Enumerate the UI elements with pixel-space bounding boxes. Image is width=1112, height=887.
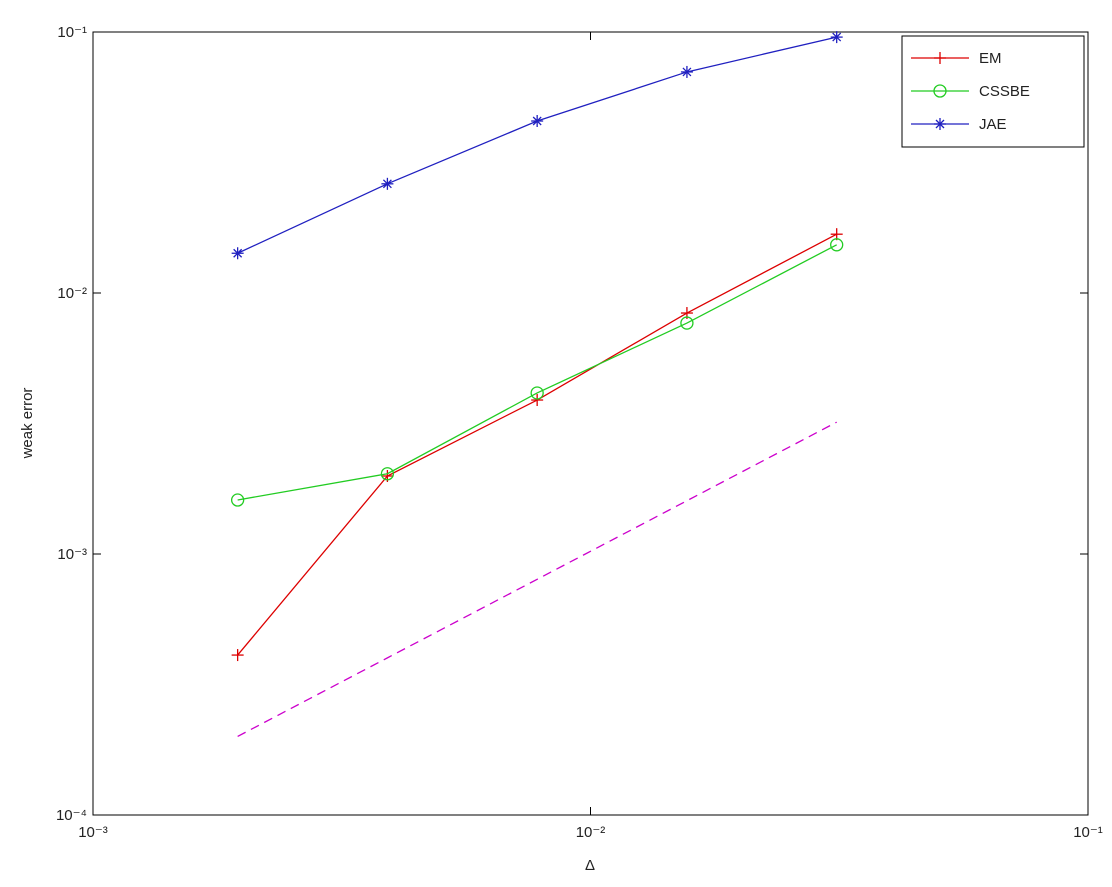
- chart: Δ weak error 10⁻³10⁻²10⁻¹10⁻⁴10⁻³10⁻²10⁻…: [0, 0, 1112, 882]
- x-tick-label: 10⁻³: [78, 824, 108, 841]
- x-axis-label: Δ: [585, 857, 595, 874]
- series-line: [238, 37, 837, 253]
- marker: [381, 178, 393, 190]
- x-tick-label: 10⁻¹: [1073, 824, 1103, 841]
- series-line: [238, 422, 837, 736]
- series-line: [238, 245, 837, 500]
- page: {"chart_data": {"type": "line", "log_x":…: [0, 0, 1112, 887]
- marker: [681, 66, 693, 78]
- marker: [232, 247, 244, 259]
- marker: [831, 31, 843, 43]
- legend-label: EM: [979, 50, 1002, 67]
- legend: EM CSSBE JAE: [902, 36, 1084, 147]
- y-tick-label: 10⁻¹: [57, 24, 87, 41]
- marker: [531, 115, 543, 127]
- plot-frame: [93, 32, 1088, 815]
- y-tick-label: 10⁻²: [57, 285, 87, 302]
- y-tick-label: 10⁻⁴: [56, 807, 87, 824]
- legend-label: CSSBE: [979, 83, 1030, 100]
- legend-label: JAE: [979, 116, 1007, 133]
- x-tick-label: 10⁻²: [576, 824, 606, 841]
- series-line: [238, 234, 837, 655]
- y-axis-label: weak error: [19, 388, 36, 460]
- y-tick-label: 10⁻³: [57, 546, 87, 563]
